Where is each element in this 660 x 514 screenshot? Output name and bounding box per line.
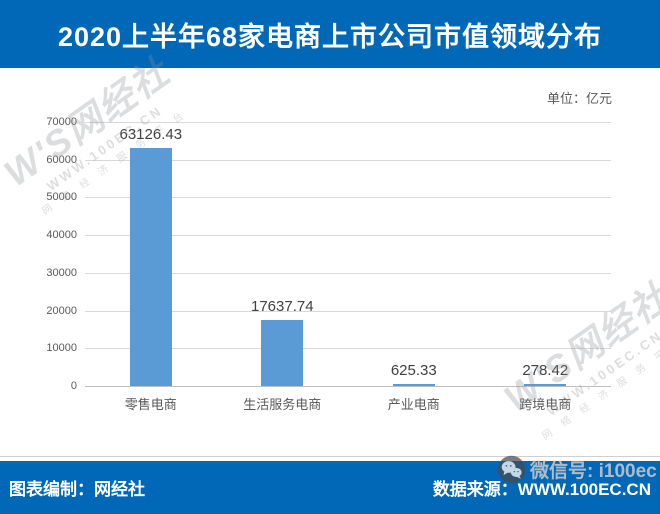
divider-line [0,456,660,457]
footer-bar: 图表编制：网经社 数据来源：WWW.100EC.CN [0,461,660,514]
category-label: 产业电商 [387,397,440,412]
gridline [85,235,611,237]
bar [524,384,567,386]
bar [129,147,172,386]
bar [261,319,304,386]
y-tick-label: 10000 [46,342,77,355]
title-banner: 2020上半年68家电商上市公司市值领域分布 [0,0,660,68]
bar-value-label: 17637.74 [251,297,314,315]
bar-value-label: 278.42 [522,362,569,379]
y-tick-label: 30000 [46,266,77,279]
bar-value-label: 63126.43 [119,125,183,143]
bar-value-label: 625.33 [390,361,437,379]
gridline [85,122,611,123]
y-tick-label: 50000 [46,191,77,204]
bar [392,383,435,386]
y-tick-label: 70000 [46,116,77,128]
y-tick-label: 0 [70,380,77,392]
gridline [85,159,611,161]
plot-area: 0 10000 20000 30000 40000 50000 60000 70000 6312… [46,116,611,412]
gridline [85,386,611,387]
gridline [85,310,611,312]
y-tick-label: 40000 [46,229,77,242]
footer-source-label: 数据来源：WWW.100EC.CN [432,480,651,499]
category-label: 跨境电商 [519,397,572,412]
page-title: 2020上半年68家电商上市公司市值领域分布 [57,21,603,52]
category-label: 零售电商 [124,397,177,412]
y-tick-label: 60000 [46,153,77,166]
category-label: 生活服务电商 [243,397,322,412]
gridline [85,197,611,199]
gridline [85,272,611,274]
chart-unit-label: 单位：亿元 [546,91,612,106]
y-tick-label: 20000 [46,304,77,317]
footer-credit-label: 图表编制：网经社 [9,480,145,499]
gridline [85,348,611,350]
